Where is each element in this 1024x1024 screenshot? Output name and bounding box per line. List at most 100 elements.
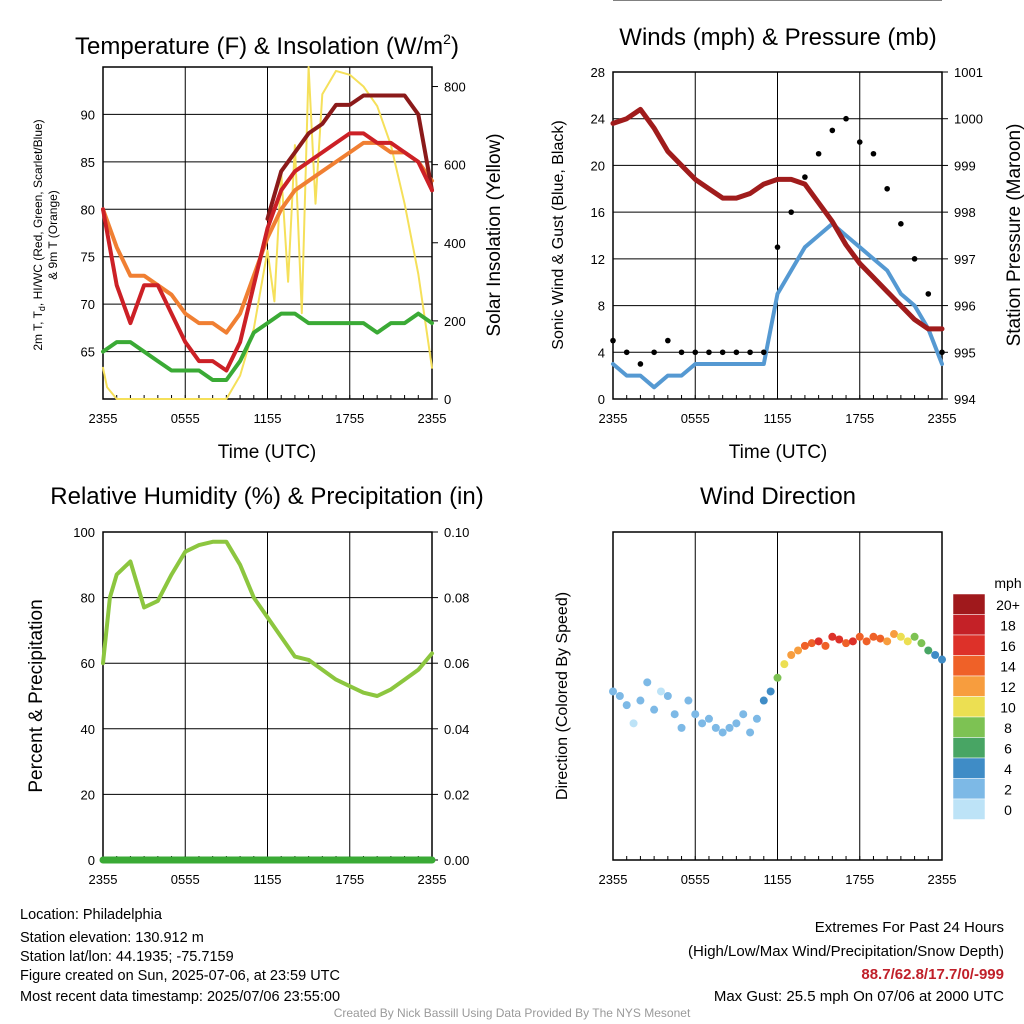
direction-point	[903, 637, 912, 646]
humidity-ytick-label: 100	[73, 525, 95, 540]
humidity-ytick-label: 20	[81, 787, 95, 802]
wind-direction-xtick-label: 0555	[681, 872, 710, 887]
colorbar-label: 8	[1004, 720, 1012, 736]
humidity-y2tick-label: 0.04	[444, 722, 469, 737]
credit-line: Created By Nick Bassill Using Data Provi…	[333, 1006, 691, 1020]
temperature-ytick-label: 70	[81, 297, 95, 312]
colorbar-label: 6	[1004, 741, 1012, 757]
humidity-y2tick-label: 0.08	[444, 591, 469, 606]
winds-y2tick-label: 995	[954, 345, 976, 360]
temperature-ylabel-left-line2: & 9m T (Orange)	[46, 190, 60, 280]
winds-ytick-label: 8	[598, 299, 605, 314]
direction-point	[917, 639, 926, 648]
winds-y2tick-label: 998	[954, 205, 976, 220]
wind-direction-ytick-label: W	[593, 0, 606, 3]
direction-point	[896, 632, 905, 641]
gust-point	[774, 244, 781, 250]
wind-direction-ylabel: Direction (Colored By Speed)	[554, 592, 571, 800]
winds-ytick-label: 4	[598, 345, 605, 360]
direction-point	[807, 639, 816, 648]
winds-y2tick-label: 997	[954, 252, 976, 267]
colorbar-swatch	[952, 778, 986, 800]
humidity-xtick-label: 2355	[418, 872, 447, 887]
winds-frame	[612, 71, 943, 400]
direction-point	[910, 632, 919, 641]
direction-point	[656, 687, 665, 696]
direction-point	[848, 637, 857, 646]
direction-point	[814, 637, 823, 646]
humidity-ytick-label: 80	[81, 591, 95, 606]
gust-point	[733, 349, 740, 356]
direction-point	[828, 632, 837, 641]
wind-direction-ytick-label: N	[596, 0, 605, 3]
direction-point	[732, 719, 741, 728]
gust-point	[637, 361, 644, 367]
direction-point	[773, 673, 782, 682]
direction-point	[691, 710, 700, 719]
temperature-ylabel-left: 2m T, Td, HI/WC (Red, Green, Scarlet/Blu…	[31, 119, 47, 350]
temperature-y2tick-label: 400	[444, 236, 466, 251]
temperature-xtick-label: 2355	[89, 411, 118, 426]
direction-point	[615, 692, 624, 700]
gust-point	[623, 349, 630, 356]
pressure-line	[610, 106, 945, 332]
humidity-ylabel-left: Percent & Precipitation	[26, 599, 47, 792]
dewpoint-line	[101, 311, 434, 382]
direction-point	[739, 710, 748, 719]
temperature-ytick-label: 65	[81, 345, 95, 360]
gust-point	[760, 349, 767, 356]
gust-point	[856, 139, 863, 145]
direction-point	[876, 634, 885, 643]
gust-point	[802, 174, 808, 180]
direction-point	[835, 635, 844, 644]
colorbar-label: 18	[1000, 618, 1016, 634]
info-elevation: Station elevation: 130.912 m	[20, 930, 204, 946]
temperature-xtick-label: 1755	[335, 411, 364, 426]
direction-point	[752, 714, 761, 723]
gust-point	[706, 349, 712, 356]
temperature-ytick-label: 90	[81, 107, 95, 122]
extremes-max-gust: Max Gust: 25.5 mph On 07/06 at 2000 UTC	[713, 988, 1004, 1005]
extremes-title: Extremes For Past 24 Hours	[814, 919, 1004, 936]
direction-point	[704, 714, 713, 723]
temperature-frame	[102, 66, 433, 400]
colorbar-swatch	[952, 675, 986, 697]
winds-xlabel: Time (UTC)	[729, 442, 828, 463]
temperature-y2tick-label: 800	[444, 80, 466, 95]
temperature-chart-title: Temperature (F) & Insolation (W/m2)	[75, 31, 459, 60]
extremes-values: 88.7/62.8/17.7/0/-999	[861, 966, 1004, 983]
winds-chart: Winds (mph) & Pressure (mb) 2355 0555 1155…	[550, 24, 1024, 463]
direction-point	[663, 692, 672, 700]
humidity-ytick-label: 40	[81, 722, 95, 737]
direction-point	[766, 687, 775, 696]
direction-point	[711, 723, 720, 732]
direction-point	[718, 728, 727, 737]
winds-ytick-label: 12	[591, 252, 605, 267]
winds-chart-title: Winds (mph) & Pressure (mb)	[619, 24, 936, 51]
winds-ytick-label: 0	[598, 392, 605, 407]
direction-point	[800, 641, 809, 650]
colorbar-label: 10	[1000, 700, 1016, 716]
direction-point	[759, 696, 768, 705]
colorbar-swatch	[952, 696, 986, 718]
colorbar-label: 12	[1000, 679, 1016, 695]
colorbar-label: 16	[1000, 638, 1016, 654]
gust-point	[829, 127, 836, 134]
info-created: Figure created on Sun, 2025-07-06, at 23…	[20, 968, 340, 984]
winds-y2tick-label: 994	[954, 392, 976, 407]
colorbar-label: 0	[1004, 802, 1012, 818]
direction-point	[636, 696, 645, 705]
humidity-xtick-label: 1155	[254, 872, 282, 887]
relative-humidity-line	[101, 539, 434, 698]
direction-point	[746, 728, 755, 737]
gust-point	[719, 349, 726, 356]
colorbar-title: mph	[994, 575, 1021, 591]
temperature-ylabel-right: Solar Insolation (Yellow)	[484, 133, 505, 336]
winds-y2tick-label: 996	[954, 299, 976, 314]
humidity-chart-title: Relative Humidity (%) & Precipitation (i…	[50, 483, 483, 510]
gust-point	[692, 349, 699, 356]
wind-direction-xtick-label: 1155	[764, 872, 792, 887]
winds-y2tick-label: 1000	[954, 112, 983, 127]
gust-point	[788, 209, 795, 215]
